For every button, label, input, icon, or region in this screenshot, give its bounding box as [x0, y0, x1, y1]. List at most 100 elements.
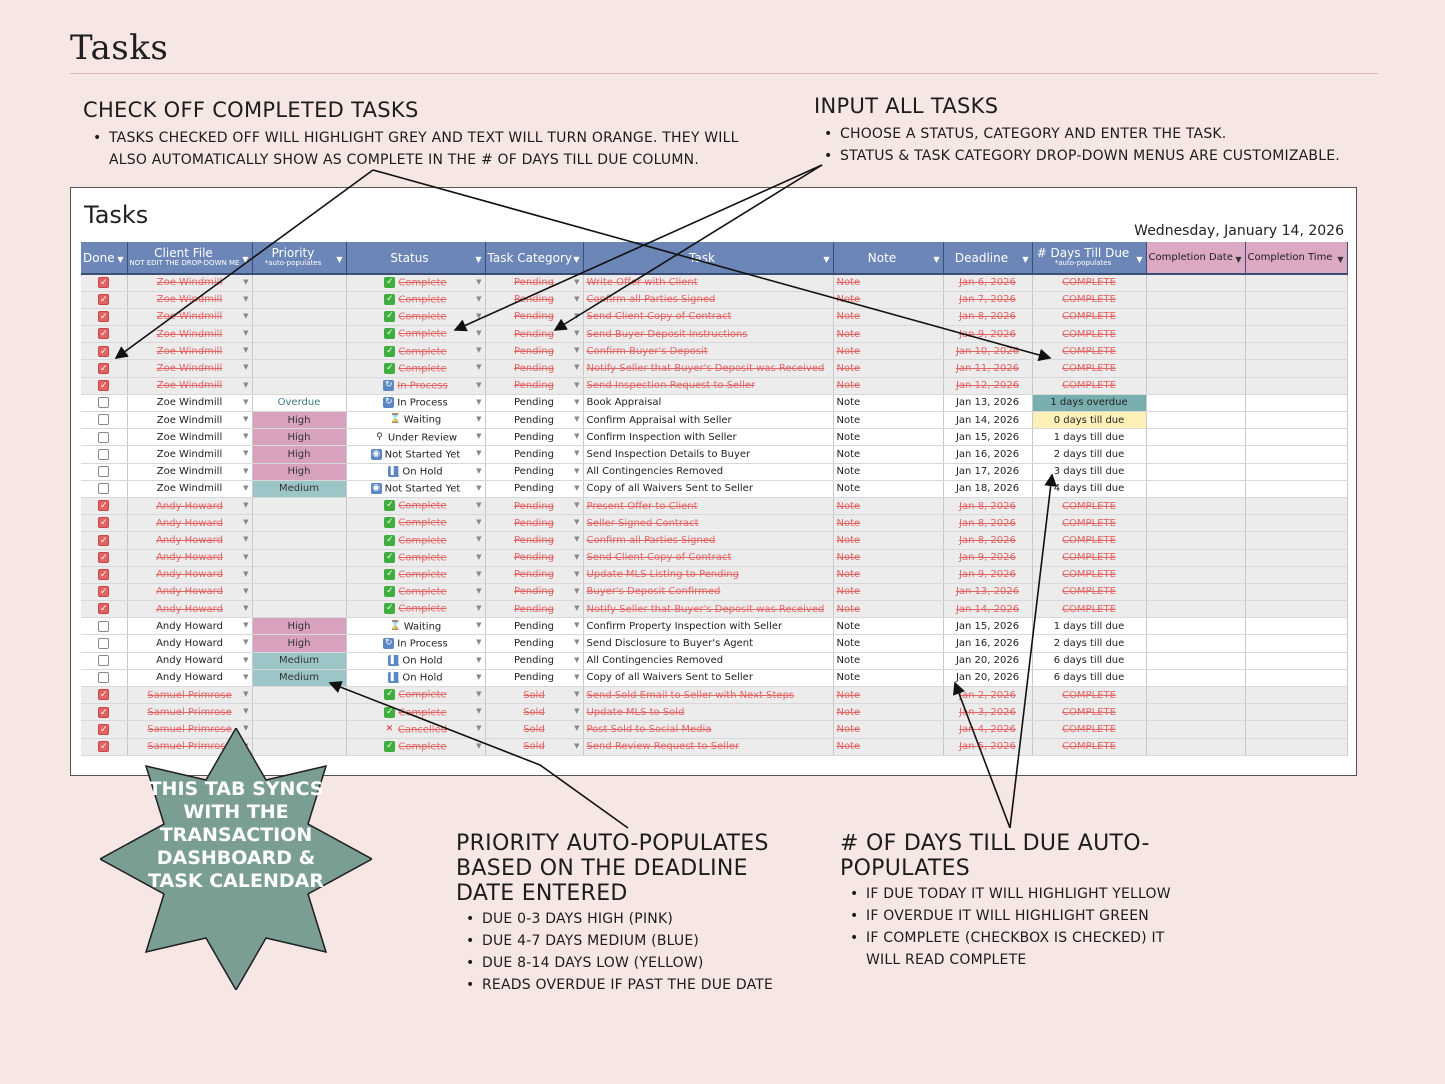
done-checkbox-cell[interactable]: ✓	[81, 377, 128, 395]
filter-icon[interactable]: ▼	[573, 255, 580, 264]
note-cell[interactable]: Note	[833, 497, 944, 516]
dropdown-arrow-icon[interactable]: ▼	[574, 552, 580, 561]
note-cell[interactable]: Note	[833, 583, 944, 602]
dropdown-arrow-icon[interactable]: ▼	[243, 449, 249, 458]
deadline-cell[interactable]: Jan 16, 2026	[943, 634, 1033, 653]
task-cell[interactable]: Send Inspection Details to Buyer	[583, 445, 834, 464]
note-cell[interactable]: Note	[833, 411, 944, 430]
note-cell[interactable]: Note	[833, 463, 944, 481]
status-cell[interactable]: ✓ Complete ▼	[346, 549, 486, 567]
table-row[interactable]: ✓ Samuel Primrose ▼ ✓ Complete ▼ Sold ▼ Update M…	[81, 703, 1348, 722]
dropdown-arrow-icon[interactable]: ▼	[476, 621, 482, 630]
dropdown-arrow-icon[interactable]: ▼	[476, 294, 482, 303]
category-cell[interactable]: Pending ▼	[485, 531, 584, 550]
category-cell[interactable]: Pending ▼	[485, 652, 584, 670]
note-cell[interactable]: Note	[833, 720, 944, 739]
dropdown-arrow-icon[interactable]: ▼	[574, 466, 580, 475]
note-cell[interactable]: Note	[833, 394, 944, 413]
filter-icon[interactable]: ▼	[933, 255, 940, 264]
dropdown-arrow-icon[interactable]: ▼	[476, 518, 482, 527]
deadline-cell[interactable]: Jan 8, 2026	[943, 308, 1033, 327]
done-checkbox[interactable]: ✓	[98, 534, 110, 546]
dropdown-arrow-icon[interactable]: ▼	[243, 690, 249, 698]
dropdown-arrow-icon[interactable]: ▼	[476, 604, 482, 613]
category-cell[interactable]: Pending ▼	[485, 308, 584, 327]
dropdown-arrow-icon[interactable]: ▼	[574, 741, 580, 750]
done-checkbox[interactable]	[98, 654, 110, 666]
status-cell[interactable]: ↻ In Process ▼	[346, 634, 486, 653]
table-row[interactable]: ✓ Zoe Windmill ▼ ↻ In Process ▼ Pending ▼ Send I…	[81, 377, 1348, 395]
done-checkbox-cell[interactable]: ✓	[81, 600, 128, 619]
dropdown-arrow-icon[interactable]: ▼	[243, 655, 249, 664]
category-cell[interactable]: Pending ▼	[485, 480, 584, 498]
dropdown-arrow-icon[interactable]: ▼	[243, 535, 249, 544]
dropdown-arrow-icon[interactable]: ▼	[476, 415, 482, 423]
client-cell[interactable]: Andy Howard ▼	[127, 669, 253, 688]
dropdown-arrow-icon[interactable]: ▼	[243, 346, 249, 355]
done-checkbox[interactable]: ✓	[98, 311, 110, 323]
done-checkbox[interactable]: ✓	[98, 294, 110, 306]
client-cell[interactable]: Andy Howard ▼	[127, 634, 253, 653]
task-cell[interactable]: Confirm Buyer's Deposit	[583, 342, 834, 361]
done-checkbox[interactable]: ✓	[98, 500, 110, 512]
dropdown-arrow-icon[interactable]: ▼	[574, 449, 580, 458]
status-cell[interactable]: ⌛ Waiting ▼	[346, 411, 486, 430]
client-cell[interactable]: Samuel Primrose▼	[127, 703, 253, 722]
done-checkbox-cell[interactable]	[81, 463, 128, 481]
table-row[interactable]: ✓ Zoe Windmill ▼ ✓ Complete ▼ Pending ▼ Confirm …	[81, 291, 1348, 309]
dropdown-arrow-icon[interactable]: ▼	[574, 432, 580, 441]
deadline-cell[interactable]: Jan 15, 2026	[943, 617, 1033, 636]
dropdown-arrow-icon[interactable]: ▼	[243, 397, 249, 406]
dropdown-arrow-icon[interactable]: ▼	[476, 586, 482, 595]
col-header-task[interactable]: Task ▼	[583, 242, 834, 275]
done-checkbox-cell[interactable]	[81, 669, 128, 688]
dropdown-arrow-icon[interactable]: ▼	[243, 432, 249, 441]
dropdown-arrow-icon[interactable]: ▼	[476, 638, 482, 647]
category-cell[interactable]: Pending ▼	[485, 325, 584, 344]
deadline-cell[interactable]: Jan 16, 2026	[943, 445, 1033, 464]
status-cell[interactable]: ✓ Complete ▼	[346, 583, 486, 602]
dropdown-arrow-icon[interactable]: ▼	[574, 294, 580, 303]
dropdown-arrow-icon[interactable]: ▼	[243, 724, 249, 733]
task-cell[interactable]: Send Sold Email to Seller with Next Step…	[583, 686, 834, 705]
dropdown-arrow-icon[interactable]: ▼	[476, 329, 482, 338]
category-cell[interactable]: Pending ▼	[485, 342, 584, 361]
deadline-cell[interactable]: Jan 3, 2026	[943, 703, 1033, 722]
task-cell[interactable]: Confirm Appraisal with Seller	[583, 411, 834, 430]
done-checkbox[interactable]: ✓	[98, 328, 110, 340]
deadline-cell[interactable]: Jan 6, 2026	[943, 274, 1033, 292]
done-checkbox-cell[interactable]	[81, 428, 128, 447]
dropdown-arrow-icon[interactable]: ▼	[243, 483, 249, 492]
status-cell[interactable]: ⌛ Waiting ▼	[346, 617, 486, 636]
task-cell[interactable]: Seller Signed Contract	[583, 514, 834, 533]
filter-icon[interactable]: ▼	[336, 255, 343, 264]
done-checkbox[interactable]: ✓	[98, 740, 110, 752]
table-row[interactable]: ✓ Zoe Windmill ▼ ✓ Complete ▼ Pending ▼ Write Of…	[81, 274, 1348, 292]
task-cell[interactable]: Buyer's Deposit Confirmed	[583, 583, 834, 602]
task-cell[interactable]: Update MLS Listing to Pending	[583, 566, 834, 584]
done-checkbox-cell[interactable]: ✓	[81, 497, 128, 516]
table-row[interactable]: Andy Howard ▼ High ↻ In Process ▼ Pending ▼ Send…	[81, 634, 1348, 653]
client-cell[interactable]: Zoe Windmill ▼	[127, 325, 253, 344]
filter-icon[interactable]: ▼	[475, 255, 482, 264]
note-cell[interactable]: Note	[833, 377, 944, 395]
dropdown-arrow-icon[interactable]: ▼	[243, 569, 249, 578]
dropdown-arrow-icon[interactable]: ▼	[574, 604, 580, 613]
deadline-cell[interactable]: Jan 5, 2026	[943, 738, 1033, 756]
client-cell[interactable]: Andy Howard ▼	[127, 652, 253, 670]
category-cell[interactable]: Sold ▼	[485, 738, 584, 756]
client-cell[interactable]: Zoe Windmill ▼	[127, 463, 253, 481]
client-cell[interactable]: Zoe Windmill ▼	[127, 342, 253, 361]
dropdown-arrow-icon[interactable]: ▼	[574, 363, 580, 372]
table-row[interactable]: Zoe Windmill ▼ Overdue ↻ In Process ▼ Pending ▼…	[81, 394, 1348, 413]
table-row[interactable]: Andy Howard ▼ Medium ❚❚On Hold ▼ Pending ▼ Copy…	[81, 669, 1348, 688]
dropdown-arrow-icon[interactable]: ▼	[243, 294, 249, 303]
task-cell[interactable]: Present Offer to Client	[583, 497, 834, 516]
task-cell[interactable]: Copy of all Waivers Sent to Seller	[583, 669, 834, 688]
done-checkbox[interactable]	[98, 620, 110, 632]
client-cell[interactable]: Andy Howard ▼	[127, 497, 253, 516]
deadline-cell[interactable]: Jan 11, 2026	[943, 359, 1033, 378]
task-cell[interactable]: Update MLS to Sold	[583, 703, 834, 722]
deadline-cell[interactable]: Jan 4, 2026	[943, 720, 1033, 739]
done-checkbox[interactable]: ✓	[98, 345, 110, 357]
